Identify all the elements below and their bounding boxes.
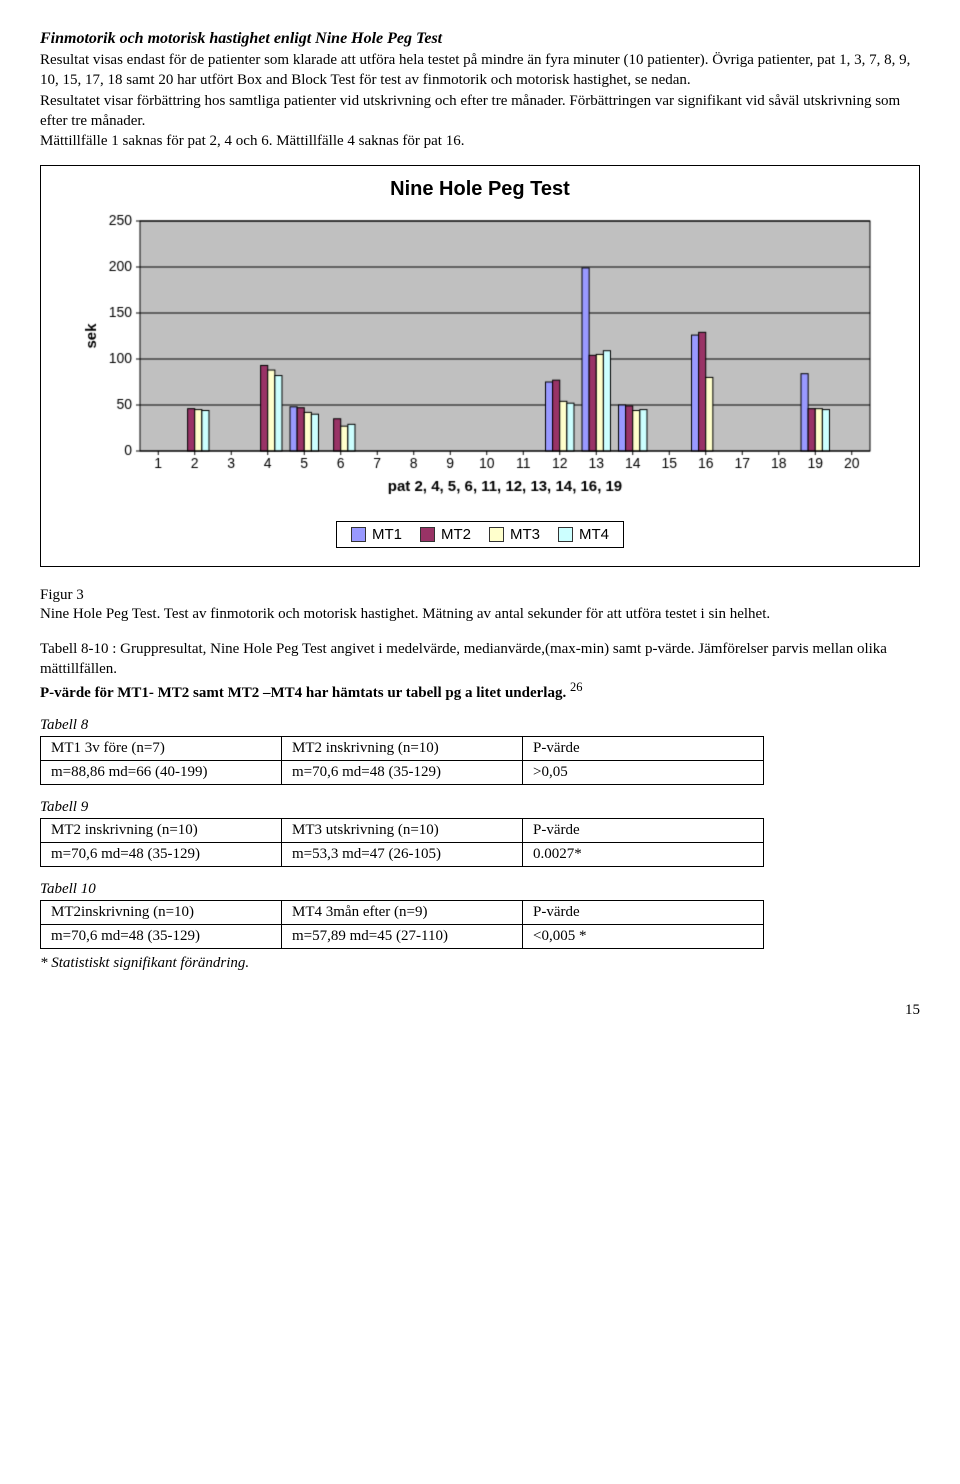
table-row: MT2inskrivning (n=10)MT4 3mån efter (n=9… (41, 901, 764, 925)
legend-item: MT4 (558, 526, 609, 543)
table-cell: m=88,86 md=66 (40-199) (41, 761, 282, 785)
significance-footnote: * Statistiskt signifikant förändring. (40, 955, 920, 972)
bar-chart (70, 211, 890, 511)
paragraph-1: Resultat visas endast för de patienter s… (40, 50, 920, 151)
page-number: 15 (40, 1002, 920, 1019)
table-cell: MT4 3mån efter (n=9) (282, 901, 523, 925)
table-row: m=70,6 md=48 (35-129)m=53,3 md=47 (26-10… (41, 843, 764, 867)
table-cell: <0,005 * (523, 925, 764, 949)
table-cell: 0.0027* (523, 843, 764, 867)
tables-intro-1: Tabell 8-10 : Gruppresultat, Nine Hole P… (40, 641, 887, 677)
table-cell: m=70,6 md=48 (35-129) (282, 761, 523, 785)
table-cell: m=70,6 md=48 (35-129) (41, 925, 282, 949)
legend-item: MT3 (489, 526, 540, 543)
table-cell: P-värde (523, 737, 764, 761)
data-table: MT1 3v före (n=7)MT2 inskrivning (n=10)P… (40, 736, 764, 785)
tables-intro-2: P-värde för MT1- MT2 samt MT2 –MT4 har h… (40, 685, 570, 701)
legend-item: MT1 (351, 526, 402, 543)
chart-title: Nine Hole Peg Test (41, 178, 919, 201)
legend-swatch (420, 527, 435, 542)
citation-sup: 26 (570, 680, 583, 694)
legend-item: MT2 (420, 526, 471, 543)
table-cell: >0,05 (523, 761, 764, 785)
table-cell: m=70,6 md=48 (35-129) (41, 843, 282, 867)
legend-swatch (351, 527, 366, 542)
table-row: MT1 3v före (n=7)MT2 inskrivning (n=10)P… (41, 737, 764, 761)
table-cell: MT1 3v före (n=7) (41, 737, 282, 761)
tables-intro: Tabell 8-10 : Gruppresultat, Nine Hole P… (40, 639, 920, 704)
para1-text: Resultat visas endast för de patienter s… (40, 52, 910, 88)
legend-label: MT3 (510, 526, 540, 543)
chart-container: Nine Hole Peg Test MT1 MT2 MT3 MT4 (40, 165, 920, 567)
data-table: MT2inskrivning (n=10)MT4 3mån efter (n=9… (40, 900, 764, 949)
para3-text: Mättillfälle 1 saknas för pat 2, 4 och 6… (40, 133, 464, 149)
table-title: Tabell 9 (40, 799, 920, 816)
figure-caption: Nine Hole Peg Test. Test av finmotorik o… (40, 604, 920, 624)
legend-label: MT2 (441, 526, 471, 543)
legend-swatch (558, 527, 573, 542)
data-table: MT2 inskrivning (n=10)MT3 utskrivning (n… (40, 818, 764, 867)
section-heading: Finmotorik och motorisk hastighet enligt… (40, 30, 920, 48)
table-row: m=88,86 md=66 (40-199)m=70,6 md=48 (35-1… (41, 761, 764, 785)
tables-section: Tabell 8MT1 3v före (n=7)MT2 inskrivning… (40, 717, 920, 949)
table-cell: P-värde (523, 819, 764, 843)
table-title: Tabell 8 (40, 717, 920, 734)
table-cell: MT3 utskrivning (n=10) (282, 819, 523, 843)
table-title: Tabell 10 (40, 881, 920, 898)
para2-text: Resultatet visar förbättring hos samtlig… (40, 93, 900, 129)
legend-label: MT4 (579, 526, 609, 543)
figure-label: Figur 3 (40, 587, 920, 604)
chart-legend: MT1 MT2 MT3 MT4 (336, 521, 624, 548)
legend-label: MT1 (372, 526, 402, 543)
table-cell: P-värde (523, 901, 764, 925)
table-row: m=70,6 md=48 (35-129)m=57,89 md=45 (27-1… (41, 925, 764, 949)
table-cell: m=57,89 md=45 (27-110) (282, 925, 523, 949)
table-cell: MT2inskrivning (n=10) (41, 901, 282, 925)
table-cell: m=53,3 md=47 (26-105) (282, 843, 523, 867)
legend-swatch (489, 527, 504, 542)
table-cell: MT2 inskrivning (n=10) (41, 819, 282, 843)
table-row: MT2 inskrivning (n=10)MT3 utskrivning (n… (41, 819, 764, 843)
table-cell: MT2 inskrivning (n=10) (282, 737, 523, 761)
